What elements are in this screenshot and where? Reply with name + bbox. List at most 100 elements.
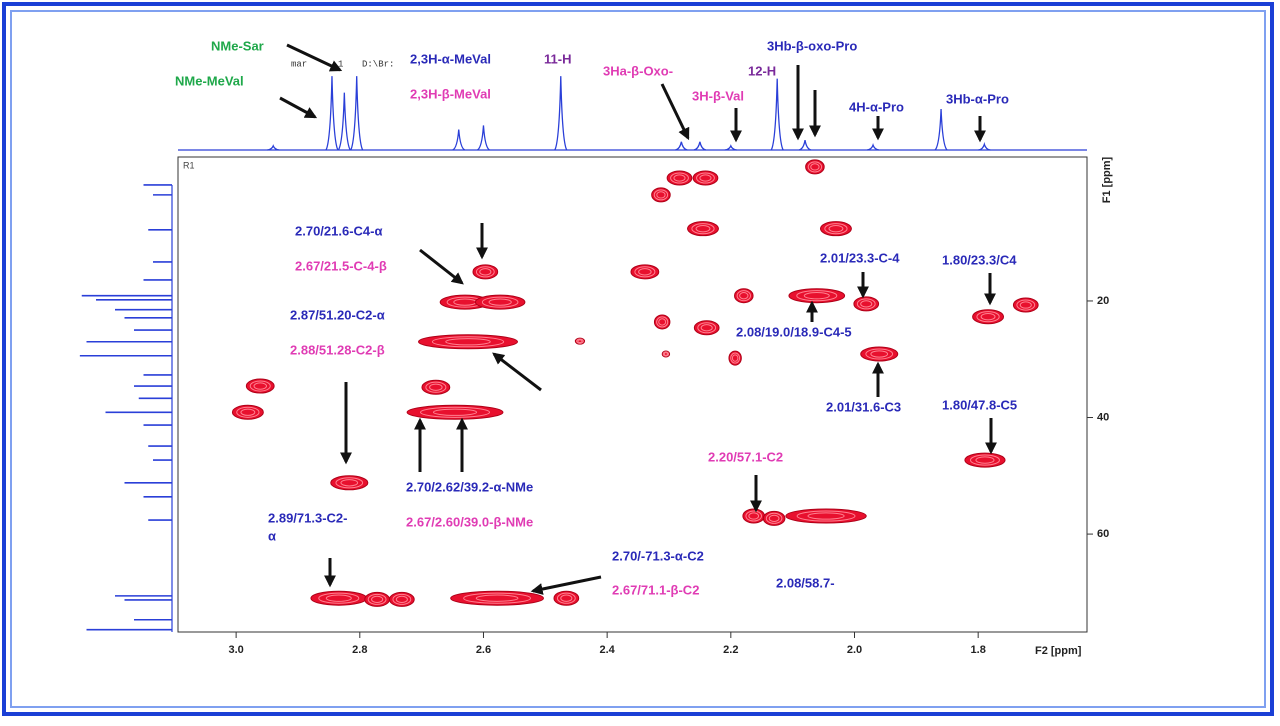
annotation: 2.88/51.28-C2-β — [290, 342, 385, 357]
annotation: 12-H — [748, 63, 776, 78]
cross-peak — [860, 346, 899, 362]
annotation: 3Hb-α-Pro — [946, 91, 1009, 106]
cross-peak — [330, 475, 369, 491]
cross-peak — [742, 508, 766, 524]
annotation: 2.70/21.6-C4-α — [295, 223, 382, 238]
x-axis-label: F2 [ppm] — [1035, 645, 1082, 657]
contour — [325, 594, 352, 602]
f2-peak — [675, 141, 688, 151]
annotation: 1.80/23.3/C4 — [942, 252, 1017, 267]
contour — [860, 300, 873, 308]
annotation: 2.70/-71.3-α-C2 — [612, 548, 704, 563]
header-fragment: D:\Br: — [362, 59, 394, 69]
contour — [653, 189, 669, 201]
annotation: α — [268, 528, 276, 543]
contour — [420, 406, 491, 418]
annotation: 2.87/51.20-C2-α — [290, 307, 385, 322]
arrow — [419, 248, 464, 285]
contour — [699, 174, 712, 182]
cross-peak — [964, 452, 1006, 468]
cross-peak — [972, 309, 1005, 325]
contour — [828, 225, 844, 233]
x-tick-label: 1.8 — [971, 644, 986, 656]
annotation: 3Hb-β-oxo-Pro — [767, 38, 857, 53]
contour — [663, 352, 669, 356]
cross-peak — [788, 288, 846, 304]
x-tick-label: 2.6 — [476, 644, 491, 656]
annotation: 2.67/2.60/39.0-β-NMe — [406, 514, 533, 529]
y-axis-label: F1 [ppm] — [1101, 156, 1113, 203]
cross-peak — [630, 264, 660, 280]
y-tick-label: 40 — [1097, 411, 1109, 423]
cross-peak — [653, 314, 671, 330]
contour — [695, 225, 711, 233]
arrow — [279, 96, 318, 119]
annotation: 2.89/71.3-C2- — [268, 510, 348, 525]
contour — [865, 348, 894, 360]
plot-area — [177, 156, 1088, 633]
cross-peak — [450, 590, 544, 606]
f2-peak — [798, 140, 812, 151]
contour — [481, 296, 519, 308]
contour — [367, 593, 387, 605]
cross-peak — [418, 334, 518, 350]
cross-peak — [231, 404, 264, 420]
contour — [236, 406, 260, 418]
contour — [249, 380, 271, 392]
y-tick-label: 20 — [1097, 295, 1109, 307]
annotation: NMe-Sar — [211, 38, 264, 53]
y-tick-label: 60 — [1097, 528, 1109, 540]
f2-peak — [978, 141, 991, 151]
f2-peak — [477, 125, 490, 151]
contour — [673, 174, 686, 182]
cross-peak — [388, 591, 415, 607]
cross-peak — [439, 294, 491, 310]
contour — [810, 163, 820, 171]
contour — [731, 354, 739, 362]
annotation: 2.01/31.6-C3 — [826, 399, 901, 414]
f2-peak — [693, 141, 707, 151]
contour — [429, 383, 443, 391]
cross-peak — [474, 294, 526, 310]
x-tick-label: 2.2 — [723, 644, 738, 656]
f2-peak — [770, 78, 784, 151]
cross-peak — [472, 264, 499, 280]
cross-peak — [245, 378, 275, 394]
cross-peak — [666, 170, 693, 186]
annotation: 2.70/2.62/39.2-α-NMe — [406, 479, 533, 494]
x-tick-label: 2.8 — [352, 644, 367, 656]
cross-peak — [819, 221, 852, 237]
contour — [700, 324, 713, 332]
contour — [656, 191, 666, 199]
annotation: 2.67/71.1-β-C2 — [612, 582, 699, 597]
contour — [576, 338, 584, 344]
contour — [432, 408, 478, 416]
contour — [765, 512, 783, 524]
annotation: 2.20/57.1-C2 — [708, 449, 783, 464]
arrow — [530, 575, 602, 595]
contour — [445, 338, 491, 346]
contour — [479, 268, 492, 276]
frame-inner — [10, 10, 1266, 708]
f2-peak — [267, 144, 280, 151]
arrow — [286, 43, 343, 72]
arrow — [492, 352, 542, 392]
contour — [556, 592, 576, 604]
annotation: 2.08/19.0/18.9-C4-5 — [736, 324, 852, 339]
contour — [870, 350, 889, 358]
contour — [1016, 299, 1036, 311]
cross-peak — [687, 221, 719, 237]
annotation: NMe-MeVal — [175, 73, 244, 88]
cross-peak — [693, 320, 720, 336]
contour — [736, 290, 751, 302]
annotation: 4H-α-Pro — [849, 99, 904, 114]
annotation: 2,3H-α-MeVal — [410, 51, 491, 66]
annotation: 3Ha-β-Oxo- — [603, 63, 673, 78]
contour — [463, 592, 531, 604]
annotation: 2.67/21.5-C-4-β — [295, 258, 387, 273]
annotation: 2,3H-β-MeVal — [410, 86, 491, 101]
annotation: 3H-β-Val — [692, 88, 744, 103]
contour — [240, 408, 256, 416]
contour — [697, 322, 717, 334]
contour — [739, 292, 749, 300]
